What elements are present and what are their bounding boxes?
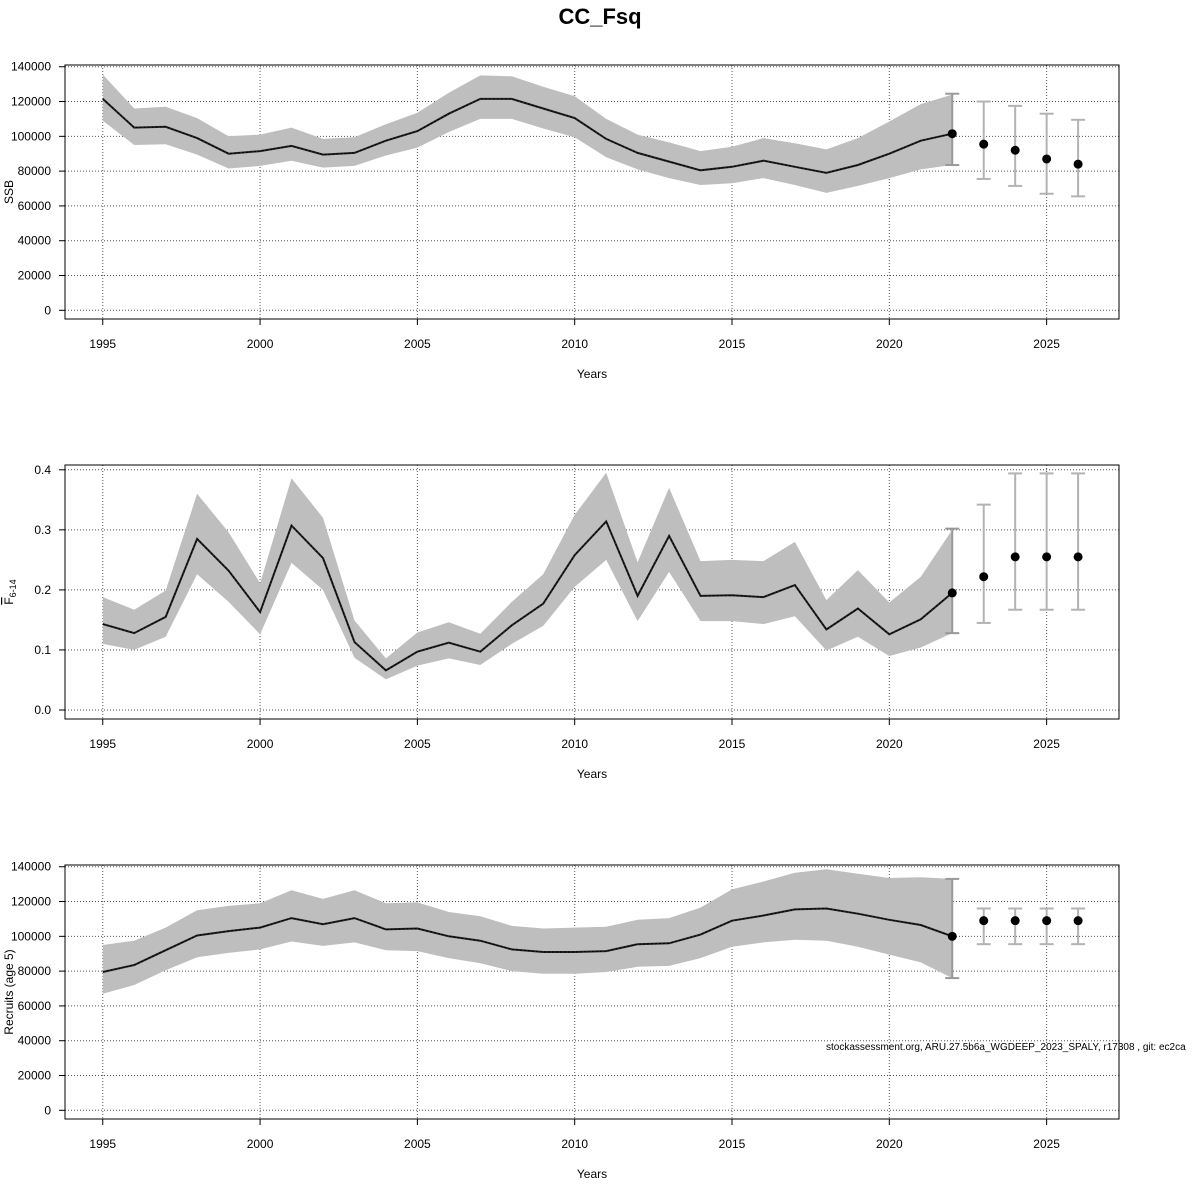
forecast-point (1073, 916, 1083, 926)
forecast-point (1010, 916, 1020, 926)
chart-title: CC_Fsq (558, 4, 641, 29)
x-tick-label: 2000 (247, 337, 274, 351)
estimate-line-dotted (102, 520, 953, 672)
forecast-point (1010, 552, 1020, 562)
x-axis-title: Years (577, 367, 607, 381)
x-tick-label: 2005 (404, 1137, 431, 1151)
fbar-panel: 1995 2000 2005 2010 2015 2020 2025 0.0 0.1 0.2 0.3… (2, 463, 1120, 781)
y-tick-label: 120000 (11, 95, 51, 109)
x-tick-label: 1995 (89, 737, 116, 751)
y-tick-label: 0.3 (34, 523, 51, 537)
estimate-line (102, 97, 953, 174)
y-tick-label: 0.1 (34, 643, 51, 657)
forecast-point (1010, 145, 1020, 155)
x-tick-label: 2015 (719, 737, 746, 751)
x-axis-title: Years (577, 767, 607, 781)
y-tick-label: 100000 (11, 129, 51, 143)
plot-frame (64, 864, 1120, 1120)
y-tick-label: 40000 (18, 234, 52, 248)
forecast-point (1073, 552, 1083, 562)
x-tick-label: 1995 (89, 337, 116, 351)
last-year-point (947, 931, 957, 941)
x-tick-label: 2010 (561, 337, 588, 351)
forecast-point (1042, 552, 1052, 562)
y-axis-title: F6-14 (2, 579, 18, 604)
y-tick-label: 40000 (18, 1034, 52, 1048)
ssb-panel: 1995 2000 2005 2010 2015 2020 2025 0 20000 40000 6… (2, 60, 1120, 381)
forecast-point (1073, 159, 1083, 169)
x-tick-label: 2025 (1033, 737, 1060, 751)
y-axis-title-main: F (2, 597, 16, 604)
y-tick-label: 0.0 (34, 703, 51, 717)
x-tick-label: 2025 (1033, 337, 1060, 351)
y-axis-title: Recruits (age 5) (2, 949, 16, 1034)
confidence-band (102, 472, 953, 680)
y-tick-label: 140000 (11, 60, 51, 74)
y-tick-label: 0.4 (34, 463, 51, 477)
last-year-point (947, 129, 957, 139)
forecast-point (979, 572, 989, 582)
x-tick-label: 2015 (719, 337, 746, 351)
plot-frame (64, 464, 1120, 720)
x-tick-label: 2015 (719, 1137, 746, 1151)
x-tick-label: 2025 (1033, 1137, 1060, 1151)
x-tick-label: 2020 (876, 337, 903, 351)
y-axis-title-subscript: 6-14 (8, 579, 18, 597)
y-tick-label: 60000 (18, 999, 52, 1013)
x-tick-label: 2010 (561, 737, 588, 751)
y-tick-label: 20000 (18, 269, 52, 283)
y-axis-title: SSB (2, 180, 16, 204)
y-tick-label: 0 (44, 303, 51, 317)
forecast-point (979, 139, 989, 149)
y-tick-label: 0.2 (34, 583, 51, 597)
y-tick-label: 0 (44, 1103, 51, 1117)
y-tick-label: 100000 (11, 929, 51, 943)
footer-credit: stockassessment.org, ARU.27.5b6a_WGDEEP_… (826, 1042, 1186, 1053)
x-tick-label: 2000 (247, 737, 274, 751)
x-tick-label: 2005 (404, 337, 431, 351)
recruits-panel: 1995 2000 2005 2010 2015 2020 2025 0 20000 40000 6… (2, 860, 1120, 1181)
y-tick-label: 60000 (18, 199, 52, 213)
x-tick-label: 2005 (404, 737, 431, 751)
x-tick-label: 1995 (89, 1137, 116, 1151)
y-tick-label: 20000 (18, 1069, 52, 1083)
forecast-point (979, 916, 989, 926)
y-tick-label: 140000 (11, 860, 51, 874)
last-year-point (947, 588, 957, 598)
confidence-band (102, 74, 953, 193)
x-tick-label: 2010 (561, 1137, 588, 1151)
x-axis-title: Years (577, 1167, 607, 1181)
y-tick-label: 80000 (18, 964, 52, 978)
confidence-band (102, 869, 953, 994)
plot-frame (64, 64, 1120, 320)
x-tick-label: 2020 (876, 1137, 903, 1151)
y-tick-label: 120000 (11, 895, 51, 909)
forecast-point (1042, 916, 1052, 926)
x-tick-label: 2000 (247, 1137, 274, 1151)
forecast-point (1042, 154, 1052, 164)
y-tick-label: 80000 (18, 164, 52, 178)
x-tick-label: 2020 (876, 737, 903, 751)
estimate-line-dotted (102, 907, 953, 973)
